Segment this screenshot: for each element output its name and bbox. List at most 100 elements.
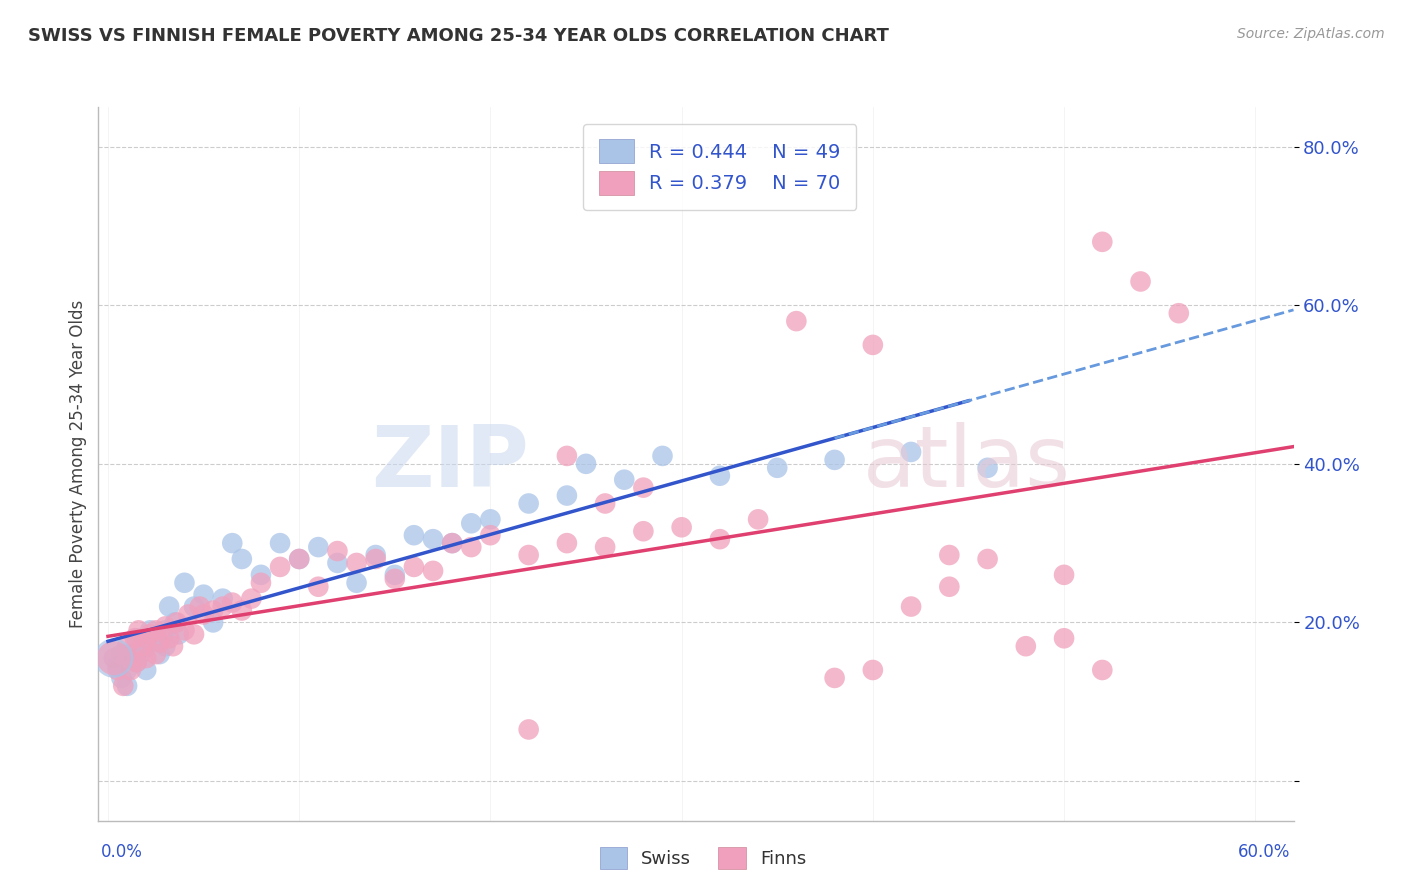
Point bbox=[575, 457, 598, 471]
Text: SWISS VS FINNISH FEMALE POVERTY AMONG 25-34 YEAR OLDS CORRELATION CHART: SWISS VS FINNISH FEMALE POVERTY AMONG 25… bbox=[28, 27, 889, 45]
Point bbox=[824, 671, 846, 685]
Point bbox=[193, 607, 215, 622]
Point bbox=[183, 599, 205, 614]
Point bbox=[1015, 639, 1038, 653]
Point bbox=[193, 588, 215, 602]
Point bbox=[103, 651, 125, 665]
Text: ZIP: ZIP bbox=[371, 422, 529, 506]
Point bbox=[422, 532, 444, 546]
Point bbox=[162, 639, 184, 653]
Point bbox=[145, 647, 167, 661]
Point bbox=[231, 603, 253, 617]
Point bbox=[900, 445, 922, 459]
Point bbox=[112, 679, 135, 693]
Point bbox=[115, 679, 138, 693]
Point bbox=[326, 544, 349, 558]
Point bbox=[364, 548, 387, 562]
Point bbox=[129, 647, 152, 661]
Point bbox=[555, 449, 578, 463]
Text: 60.0%: 60.0% bbox=[1239, 843, 1291, 861]
Point bbox=[120, 663, 142, 677]
Point bbox=[155, 619, 177, 633]
Point bbox=[110, 671, 132, 685]
Point bbox=[115, 639, 138, 653]
Point bbox=[1053, 632, 1076, 646]
Point bbox=[1167, 306, 1189, 320]
Point bbox=[157, 632, 180, 646]
Point bbox=[976, 460, 998, 475]
Point bbox=[110, 647, 132, 661]
Point bbox=[307, 540, 329, 554]
Point bbox=[709, 532, 731, 546]
Point bbox=[149, 635, 172, 649]
Point bbox=[211, 591, 233, 606]
Point bbox=[824, 453, 846, 467]
Point bbox=[135, 639, 157, 653]
Point bbox=[517, 496, 540, 510]
Point bbox=[125, 655, 148, 669]
Point bbox=[139, 627, 162, 641]
Point bbox=[402, 560, 425, 574]
Text: Source: ZipAtlas.com: Source: ZipAtlas.com bbox=[1237, 27, 1385, 41]
Point bbox=[633, 524, 655, 539]
Point bbox=[240, 591, 263, 606]
Point bbox=[555, 536, 578, 550]
Point bbox=[326, 556, 349, 570]
Text: atlas: atlas bbox=[863, 422, 1071, 506]
Point bbox=[422, 564, 444, 578]
Point bbox=[163, 615, 186, 630]
Point bbox=[1091, 663, 1114, 677]
Point bbox=[149, 647, 172, 661]
Point bbox=[125, 655, 148, 669]
Point bbox=[139, 624, 162, 638]
Point bbox=[128, 624, 150, 638]
Point bbox=[862, 338, 884, 352]
Point bbox=[155, 624, 177, 638]
Point bbox=[221, 596, 243, 610]
Legend: Swiss, Finns: Swiss, Finns bbox=[591, 838, 815, 879]
Point bbox=[250, 575, 273, 590]
Point bbox=[115, 651, 138, 665]
Point bbox=[231, 552, 253, 566]
Point bbox=[124, 632, 146, 646]
Point bbox=[517, 548, 540, 562]
Point bbox=[107, 663, 129, 677]
Point bbox=[269, 560, 291, 574]
Point bbox=[633, 481, 655, 495]
Point bbox=[593, 540, 616, 554]
Point bbox=[555, 489, 578, 503]
Point bbox=[460, 540, 482, 554]
Point bbox=[364, 552, 387, 566]
Point bbox=[1091, 235, 1114, 249]
Point bbox=[103, 651, 125, 665]
Point bbox=[862, 663, 884, 677]
Point bbox=[402, 528, 425, 542]
Point bbox=[202, 615, 225, 630]
Point bbox=[131, 639, 153, 653]
Text: 0.0%: 0.0% bbox=[101, 843, 143, 861]
Point bbox=[460, 516, 482, 531]
Point bbox=[593, 496, 616, 510]
Point bbox=[202, 603, 225, 617]
Point bbox=[269, 536, 291, 550]
Point bbox=[747, 512, 769, 526]
Point bbox=[613, 473, 636, 487]
Point bbox=[125, 632, 148, 646]
Point bbox=[250, 567, 273, 582]
Point bbox=[671, 520, 693, 534]
Point bbox=[346, 575, 368, 590]
Point bbox=[103, 651, 125, 665]
Point bbox=[135, 632, 157, 646]
Point bbox=[173, 624, 195, 638]
Point bbox=[785, 314, 807, 328]
Point bbox=[517, 723, 540, 737]
Point bbox=[107, 659, 129, 673]
Point bbox=[938, 548, 960, 562]
Point bbox=[155, 639, 177, 653]
Point bbox=[145, 624, 167, 638]
Point bbox=[135, 663, 157, 677]
Point bbox=[288, 552, 311, 566]
Point bbox=[166, 615, 188, 630]
Point bbox=[384, 567, 406, 582]
Point bbox=[167, 627, 190, 641]
